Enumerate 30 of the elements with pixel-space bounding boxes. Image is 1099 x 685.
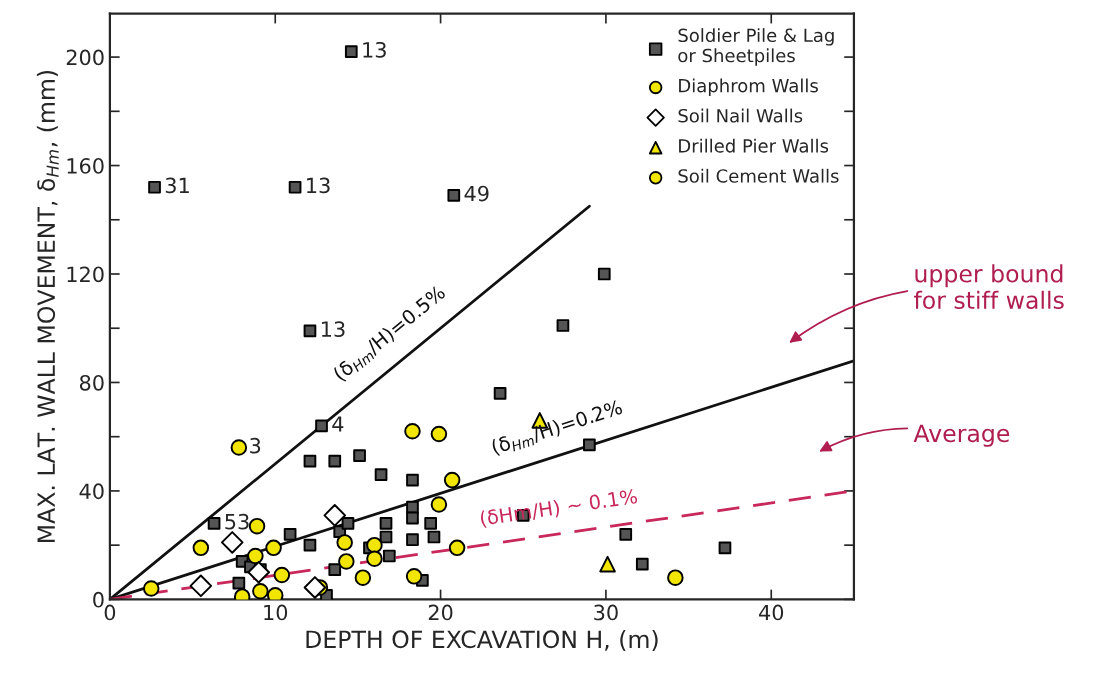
text: Average (913, 424, 1010, 447)
legend-label: Drilled Pier Walls (679, 138, 829, 153)
annotation: 4 (332, 416, 344, 432)
legend-label: Soil Cement Walls (678, 168, 839, 183)
y-tick-label: 160 (67, 157, 104, 174)
legend-label: Soil Nail Walls (678, 108, 803, 123)
x-axis-title: DEPTH OF EXCAVATION H, (m) (306, 629, 658, 652)
x-tick-label: 10 (264, 604, 288, 621)
x-tick-label: 20 (428, 604, 453, 621)
legend-label: Diaphrom Walls (679, 78, 818, 96)
text: upper bound for stiff walls (913, 264, 1064, 310)
annotation: 53 (225, 513, 249, 530)
x-tick-label: 0 (104, 604, 116, 621)
y-tick-label: 40 (79, 483, 104, 500)
y-tick-label: 120 (67, 266, 104, 283)
y-tick-label: 200 (66, 49, 104, 66)
annotation: 3 (250, 437, 261, 454)
y-tick-label: 80 (79, 374, 104, 391)
y-axis-title: MAX. LAT. WALL MOVEMENT, δ$_{Hm}$, (mm) (36, 70, 59, 542)
y-tick-label: 0 (93, 591, 104, 608)
text: (δ$_{Hm}$/H)=0.2% (490, 399, 624, 458)
annotation: 31 (165, 177, 189, 194)
annotation: 13 (321, 321, 345, 337)
annotation: 13 (307, 177, 330, 194)
x-tick-label: 30 (594, 604, 618, 621)
annotation: 49 (464, 185, 489, 202)
annotation: 13 (363, 41, 386, 58)
legend-label: Soldier Pile & Lag or Sheetpiles (678, 28, 834, 66)
x-tick-label: 40 (759, 604, 784, 621)
text: (δHm/H) ~ 0.1% (479, 488, 638, 529)
